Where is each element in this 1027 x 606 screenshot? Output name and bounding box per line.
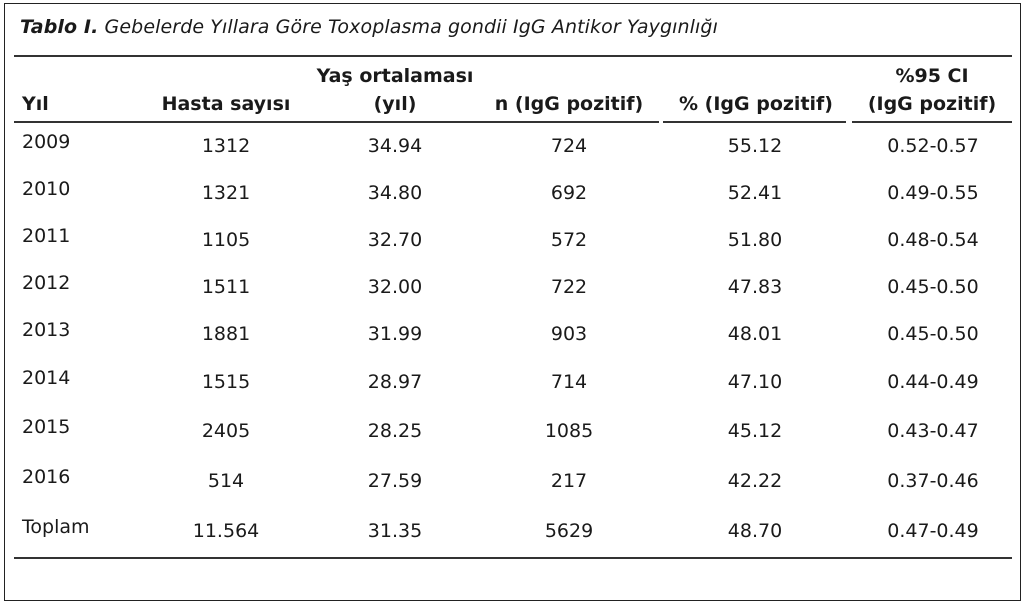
cell-n: 903	[550, 323, 588, 345]
cell-age: 31.35	[367, 520, 423, 542]
cell-year: 2010	[22, 178, 71, 200]
cell-year: 2012	[22, 272, 71, 294]
cell-ci: 0.45-0.50	[887, 276, 979, 298]
table-row: 2013 1881 31.99 903 48.01 0.45-0.50	[0, 319, 1027, 349]
table-row: 2009 1312 34.94 724 55.12 0.52-0.57	[0, 131, 1027, 161]
cell-age: 28.97	[367, 371, 423, 393]
table-row: 2016 514 27.59 217 42.22 0.37-0.46	[0, 466, 1027, 496]
cell-year: 2014	[22, 367, 71, 389]
header-ci-line1: %95 CI	[895, 65, 969, 87]
header-patients: Hasta sayısı	[161, 93, 291, 115]
table-row: 2011 1105 32.70 572 51.80 0.48-0.54	[0, 225, 1027, 255]
header-rule-2	[663, 121, 846, 123]
cell-year: 2011	[22, 225, 71, 247]
header-rule-3	[852, 121, 1012, 123]
header-year: Yıl	[22, 93, 49, 115]
caption-rule	[14, 55, 1012, 57]
header-n-igg: n (IgG pozitif)	[494, 93, 644, 115]
cell-ci: 0.45-0.50	[887, 323, 979, 345]
cell-age: 34.80	[367, 182, 423, 204]
cell-pct: 48.70	[727, 520, 783, 542]
cell-pct: 48.01	[727, 323, 783, 345]
cell-n: 5629	[544, 520, 594, 542]
cell-pct: 47.10	[727, 371, 783, 393]
cell-age: 31.99	[367, 323, 423, 345]
caption-label: Tablo I.	[20, 16, 99, 38]
cell-ci: 0.49-0.55	[887, 182, 979, 204]
header-rule-1	[14, 121, 659, 123]
cell-patients: 2405	[201, 420, 251, 442]
cell-n: 714	[550, 371, 588, 393]
cell-n: 1085	[544, 420, 594, 442]
cell-year: Toplam	[22, 516, 90, 538]
table-bottom-rule	[14, 557, 1012, 559]
table-row: 2012 1511 32.00 722 47.83 0.45-0.50	[0, 272, 1027, 302]
cell-pct: 47.83	[727, 276, 783, 298]
cell-ci: 0.47-0.49	[887, 520, 979, 542]
cell-patients: 1312	[201, 135, 251, 157]
cell-n: 572	[550, 229, 588, 251]
cell-age: 28.25	[367, 420, 423, 442]
table-row: 2010 1321 34.80 692 52.41 0.49-0.55	[0, 178, 1027, 208]
cell-age: 27.59	[367, 470, 423, 492]
cell-ci: 0.48-0.54	[887, 229, 979, 251]
header-age-line2: (yıl)	[373, 93, 417, 115]
cell-pct: 45.12	[727, 420, 783, 442]
cell-ci: 0.44-0.49	[887, 371, 979, 393]
cell-ci: 0.37-0.46	[887, 470, 979, 492]
cell-age: 34.94	[367, 135, 423, 157]
table-row: 2015 2405 28.25 1085 45.12 0.43-0.47	[0, 416, 1027, 446]
cell-year: 2009	[22, 131, 71, 153]
cell-year: 2015	[22, 416, 71, 438]
caption-title: Gebelerde Yıllara Göre Toxoplasma gondii…	[104, 16, 718, 38]
table-caption: Tablo I. Gebelerde Yıllara Göre Toxoplas…	[20, 16, 718, 38]
cell-year: 2013	[22, 319, 71, 341]
cell-ci: 0.43-0.47	[887, 420, 979, 442]
cell-patients: 514	[207, 470, 245, 492]
cell-pct: 55.12	[727, 135, 783, 157]
cell-n: 217	[550, 470, 588, 492]
cell-patients: 1515	[201, 371, 251, 393]
table-frame	[4, 3, 1021, 601]
cell-n: 722	[550, 276, 588, 298]
header-pct-igg: % (IgG pozitif)	[679, 93, 833, 115]
cell-pct: 52.41	[727, 182, 783, 204]
cell-ci: 0.52-0.57	[887, 135, 979, 157]
cell-age: 32.70	[367, 229, 423, 251]
cell-patients: 1881	[201, 323, 251, 345]
cell-n: 692	[550, 182, 588, 204]
cell-patients: 11.564	[192, 520, 260, 542]
cell-patients: 1105	[201, 229, 251, 251]
header-ci-line2: (IgG pozitif)	[867, 93, 997, 115]
cell-age: 32.00	[367, 276, 423, 298]
header-age-line1: Yaş ortalaması	[316, 65, 474, 87]
table-row-total: Toplam 11.564 31.35 5629 48.70 0.47-0.49	[0, 516, 1027, 546]
cell-pct: 51.80	[727, 229, 783, 251]
cell-patients: 1511	[201, 276, 251, 298]
cell-year: 2016	[22, 466, 71, 488]
table-row: 2014 1515 28.97 714 47.10 0.44-0.49	[0, 367, 1027, 397]
cell-n: 724	[550, 135, 588, 157]
cell-pct: 42.22	[727, 470, 783, 492]
cell-patients: 1321	[201, 182, 251, 204]
